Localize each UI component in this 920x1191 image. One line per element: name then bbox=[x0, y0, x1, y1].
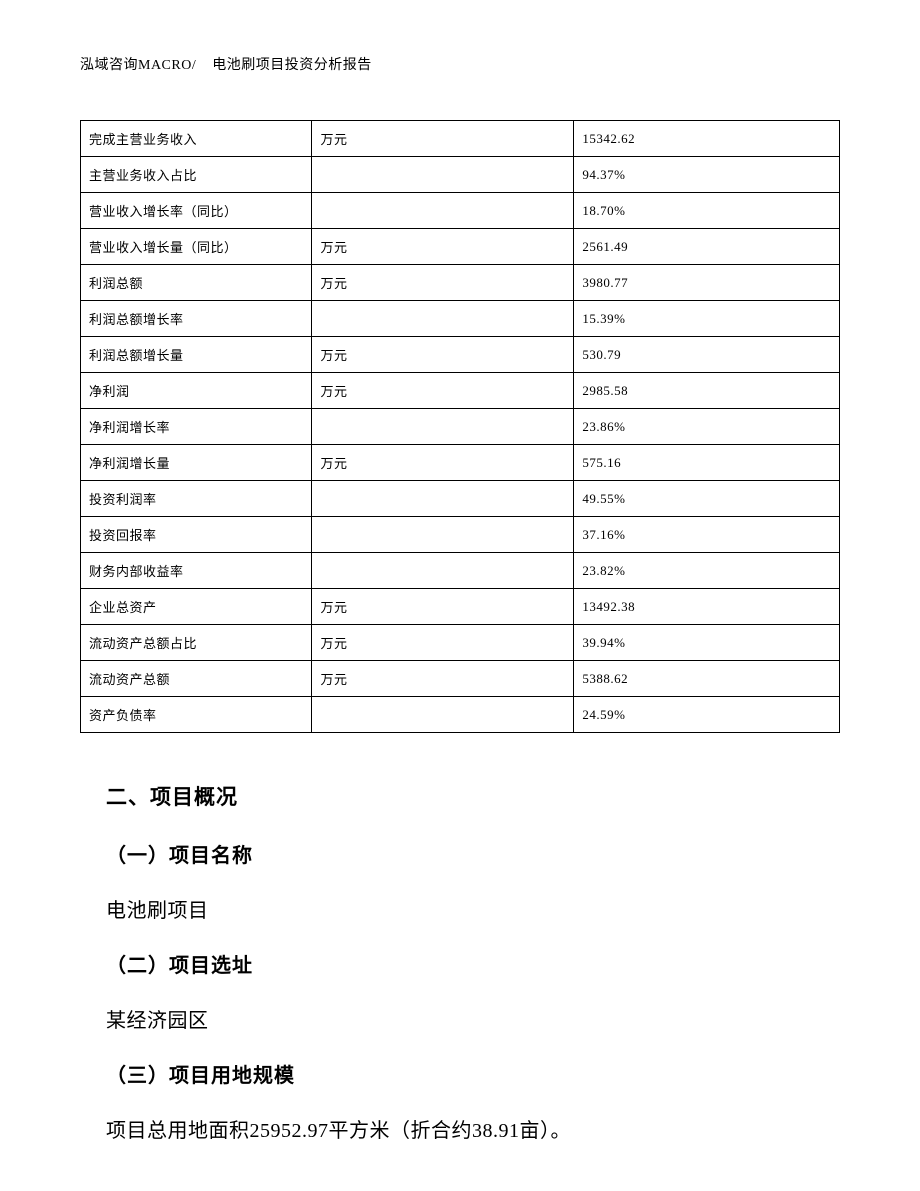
table-row: 完成主营业务收入 万元 15342.62 bbox=[81, 121, 840, 157]
table-row: 资产负债率 24.59% bbox=[81, 697, 840, 733]
cell-unit: 万元 bbox=[312, 265, 574, 301]
paragraph: 项目总用地面积25952.97平方米（折合约38.91亩）。 bbox=[106, 1114, 814, 1143]
cell-unit bbox=[312, 301, 574, 337]
table-row: 利润总额增长率 15.39% bbox=[81, 301, 840, 337]
table-row: 营业收入增长率（同比） 18.70% bbox=[81, 193, 840, 229]
cell-unit: 万元 bbox=[312, 337, 574, 373]
table-row: 主营业务收入占比 94.37% bbox=[81, 157, 840, 193]
cell-value: 5388.62 bbox=[574, 661, 840, 697]
cell-value: 39.94% bbox=[574, 625, 840, 661]
cell-value: 37.16% bbox=[574, 517, 840, 553]
table-row: 企业总资产 万元 13492.38 bbox=[81, 589, 840, 625]
cell-value: 15342.62 bbox=[574, 121, 840, 157]
section-heading: 二、项目概况 bbox=[106, 781, 814, 811]
header-title: 电池刷项目投资分析报告 bbox=[212, 58, 372, 73]
cell-label: 流动资产总额 bbox=[81, 661, 312, 697]
subsection-heading: （一）项目名称 bbox=[106, 839, 814, 868]
cell-label: 净利润增长率 bbox=[81, 409, 312, 445]
cell-label: 净利润 bbox=[81, 373, 312, 409]
cell-value: 530.79 bbox=[574, 337, 840, 373]
cell-label: 利润总额增长率 bbox=[81, 301, 312, 337]
cell-unit bbox=[312, 697, 574, 733]
cell-value: 49.55% bbox=[574, 481, 840, 517]
table-row: 利润总额 万元 3980.77 bbox=[81, 265, 840, 301]
cell-unit bbox=[312, 409, 574, 445]
cell-value: 575.16 bbox=[574, 445, 840, 481]
subsection-heading: （二）项目选址 bbox=[106, 949, 814, 978]
table-row: 利润总额增长量 万元 530.79 bbox=[81, 337, 840, 373]
paragraph: 某经济园区 bbox=[106, 1004, 814, 1033]
cell-value: 2985.58 bbox=[574, 373, 840, 409]
body-text: 二、项目概况 （一）项目名称 电池刷项目 （二）项目选址 某经济园区 （三）项目… bbox=[80, 781, 840, 1143]
cell-value: 23.82% bbox=[574, 553, 840, 589]
cell-unit bbox=[312, 517, 574, 553]
cell-unit: 万元 bbox=[312, 229, 574, 265]
table-row: 投资回报率 37.16% bbox=[81, 517, 840, 553]
cell-label: 净利润增长量 bbox=[81, 445, 312, 481]
cell-value: 2561.49 bbox=[574, 229, 840, 265]
cell-label: 利润总额 bbox=[81, 265, 312, 301]
paragraph: 电池刷项目 bbox=[106, 894, 814, 923]
subsection-heading: （三）项目用地规模 bbox=[106, 1059, 814, 1088]
cell-label: 利润总额增长量 bbox=[81, 337, 312, 373]
table-row: 净利润增长量 万元 575.16 bbox=[81, 445, 840, 481]
cell-unit: 万元 bbox=[312, 121, 574, 157]
cell-value: 15.39% bbox=[574, 301, 840, 337]
cell-value: 18.70% bbox=[574, 193, 840, 229]
cell-unit: 万元 bbox=[312, 625, 574, 661]
cell-label: 营业收入增长率（同比） bbox=[81, 193, 312, 229]
cell-label: 投资回报率 bbox=[81, 517, 312, 553]
cell-label: 财务内部收益率 bbox=[81, 553, 312, 589]
cell-value: 94.37% bbox=[574, 157, 840, 193]
cell-label: 资产负债率 bbox=[81, 697, 312, 733]
header-company: 泓域咨询MACRO/ bbox=[80, 58, 196, 73]
table-row: 流动资产总额 万元 5388.62 bbox=[81, 661, 840, 697]
cell-unit: 万元 bbox=[312, 373, 574, 409]
table-row: 投资利润率 49.55% bbox=[81, 481, 840, 517]
cell-value: 13492.38 bbox=[574, 589, 840, 625]
page: 泓域咨询MACRO/ 电池刷项目投资分析报告 完成主营业务收入 万元 15342… bbox=[0, 0, 920, 1191]
cell-unit bbox=[312, 481, 574, 517]
table-row: 流动资产总额占比 万元 39.94% bbox=[81, 625, 840, 661]
page-header: 泓域咨询MACRO/ 电池刷项目投资分析报告 bbox=[80, 54, 840, 74]
table-row: 营业收入增长量（同比） 万元 2561.49 bbox=[81, 229, 840, 265]
cell-unit: 万元 bbox=[312, 661, 574, 697]
cell-unit bbox=[312, 193, 574, 229]
cell-value: 24.59% bbox=[574, 697, 840, 733]
cell-value: 23.86% bbox=[574, 409, 840, 445]
cell-unit bbox=[312, 553, 574, 589]
cell-label: 主营业务收入占比 bbox=[81, 157, 312, 193]
cell-unit bbox=[312, 157, 574, 193]
table-row: 财务内部收益率 23.82% bbox=[81, 553, 840, 589]
cell-label: 流动资产总额占比 bbox=[81, 625, 312, 661]
cell-label: 企业总资产 bbox=[81, 589, 312, 625]
table-row: 净利润 万元 2985.58 bbox=[81, 373, 840, 409]
cell-unit: 万元 bbox=[312, 445, 574, 481]
cell-label: 完成主营业务收入 bbox=[81, 121, 312, 157]
cell-label: 营业收入增长量（同比） bbox=[81, 229, 312, 265]
table-row: 净利润增长率 23.86% bbox=[81, 409, 840, 445]
cell-value: 3980.77 bbox=[574, 265, 840, 301]
cell-label: 投资利润率 bbox=[81, 481, 312, 517]
financial-table: 完成主营业务收入 万元 15342.62 主营业务收入占比 94.37% 营业收… bbox=[80, 120, 840, 733]
cell-unit: 万元 bbox=[312, 589, 574, 625]
